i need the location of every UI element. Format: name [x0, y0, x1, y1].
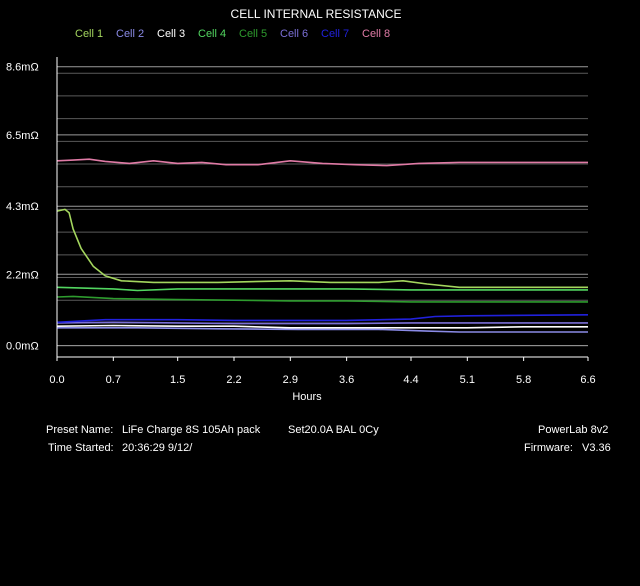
- preset-name-label: Preset Name:: [46, 424, 114, 436]
- x-tick-label: 5.1: [460, 374, 475, 386]
- y-tick-label: 2.2mΩ: [6, 269, 39, 281]
- x-tick-label: 2.2: [226, 374, 241, 386]
- time-started-label: Time Started:: [48, 442, 114, 454]
- device-name: PowerLab 8v2: [538, 424, 609, 436]
- chart-grid: [57, 66, 588, 347]
- y-tick-label: 0.0mΩ: [6, 341, 39, 353]
- firmware-label: Firmware:: [524, 442, 573, 454]
- preset-name-value: LiFe Charge 8S 105Ah pack: [122, 424, 261, 436]
- x-tick-label: 6.6: [580, 374, 595, 386]
- series-line: [56, 208, 588, 289]
- y-tick-label: 6.5mΩ: [6, 130, 39, 142]
- series-lines: [56, 158, 589, 333]
- series-line: [56, 158, 588, 167]
- x-tick-label: 1.5: [170, 374, 185, 386]
- chart-legend: Cell 1 Cell 2 Cell 3 Cell 4 Cell 5 Cell 6 Cell…: [75, 28, 390, 40]
- firmware-value: V3.36: [582, 442, 611, 454]
- x-tick-label: 5.8: [516, 374, 531, 386]
- chart-title: CELL INTERNAL RESISTANCE: [231, 7, 402, 21]
- legend-entry: Cell 5: [239, 28, 267, 40]
- series-line: [56, 324, 588, 329]
- legend-entry: Cell 1: [75, 28, 103, 40]
- resistance-chart: CELL INTERNAL RESISTANCE Cell 1 Cell 2 Cel…: [6, 7, 596, 403]
- legend-entry: Cell 3: [157, 28, 185, 40]
- series-line: [56, 295, 588, 303]
- y-tick-label: 8.6mΩ: [6, 62, 39, 74]
- x-tick-label: 4.4: [403, 374, 418, 386]
- y-tick-label: 4.3mΩ: [6, 201, 39, 213]
- series-line: [56, 314, 589, 324]
- y-axis-ticks: 0.0mΩ 2.2mΩ 4.3mΩ 6.5mΩ 8.6mΩ: [6, 62, 39, 353]
- series-line: [57, 326, 588, 333]
- time-started-value: 20:36:29 9/12/: [122, 442, 193, 454]
- legend-entry: Cell 2: [116, 28, 144, 40]
- x-axis-label: Hours: [292, 391, 322, 403]
- x-tick-label: 2.9: [283, 374, 298, 386]
- legend-entry: Cell 8: [362, 28, 390, 40]
- x-tick-label: 0.7: [106, 374, 121, 386]
- legend-entry: Cell 7: [321, 28, 349, 40]
- legend-entry: Cell 6: [280, 28, 308, 40]
- legend-entry: Cell 4: [198, 28, 226, 40]
- series-line: [56, 286, 588, 292]
- x-tick-label: 0.0: [49, 374, 64, 386]
- x-axis-ticks: 0.0 0.7 1.5 2.2 2.9 3.6 4.4 5.1 5.8 6.6: [49, 357, 596, 386]
- series-line: [56, 321, 588, 325]
- preset-settings: Set20.0A BAL 0Cy: [288, 424, 379, 436]
- x-tick-label: 3.6: [339, 374, 354, 386]
